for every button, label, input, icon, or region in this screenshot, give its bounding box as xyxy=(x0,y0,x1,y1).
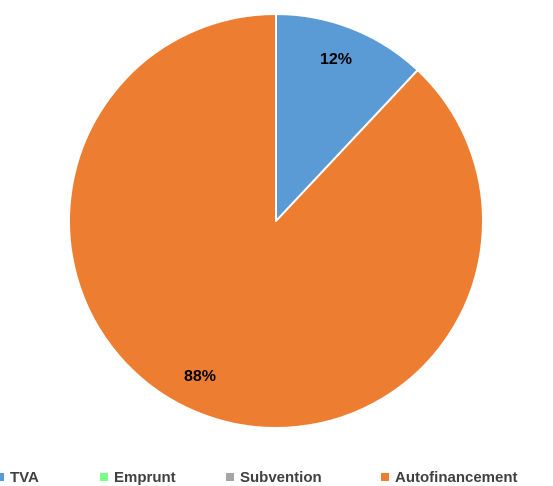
legend-swatch-tva xyxy=(0,473,4,481)
pie-slice-tva xyxy=(275,13,419,222)
legend-label-tva: TVA xyxy=(10,468,39,486)
legend-swatch-autofinancement xyxy=(381,473,389,481)
pie-slice-autofinancement xyxy=(68,13,484,429)
legend-item-subvention: Subvention xyxy=(226,468,322,486)
legend-label-autofinancement: Autofinancement xyxy=(395,468,518,486)
chart-legend: TVA Emprunt Subvention Autofinancement xyxy=(0,464,553,486)
legend-item-autofinancement: Autofinancement xyxy=(381,468,518,486)
data-label-autofinancement: 88% xyxy=(184,368,216,385)
legend-label-emprunt: Emprunt xyxy=(114,468,176,486)
legend-label-subvention: Subvention xyxy=(240,468,322,486)
legend-item-tva: TVA xyxy=(0,468,39,486)
legend-swatch-subvention xyxy=(226,473,234,481)
pie-chart: 12% 88% xyxy=(68,13,484,429)
legend-item-emprunt: Emprunt xyxy=(100,468,176,486)
data-label-tva: 12% xyxy=(320,51,352,68)
legend-swatch-emprunt xyxy=(100,473,108,481)
